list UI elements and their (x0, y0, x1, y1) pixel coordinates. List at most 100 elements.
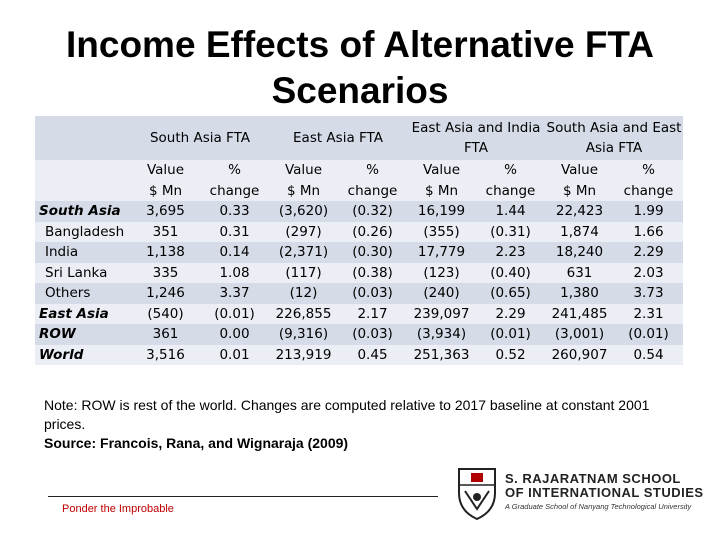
row-label: Others (35, 283, 131, 304)
table-cell: (355) (407, 221, 476, 242)
table-cell: (297) (269, 221, 338, 242)
row-label: East Asia (35, 303, 131, 324)
table-cell: 3,516 (131, 344, 200, 365)
table-row: Sri Lanka 335 1.08 (117) (0.38) (123) (0.40) 63… (35, 262, 683, 283)
table-cell: (540) (131, 303, 200, 324)
table-cell: 2.29 (476, 303, 545, 324)
value-sub-header: Value (545, 160, 614, 181)
table-cell: 3.37 (200, 283, 269, 304)
table-cell: (0.26) (338, 221, 407, 242)
table-row: East Asia (540) (0.01) 226,855 2.17 239,097 2.… (35, 303, 683, 324)
title-line-2: Scenarios (271, 70, 449, 111)
table-cell: 1,138 (131, 242, 200, 263)
table-cell: 0.31 (200, 221, 269, 242)
percent-sub-header: change (200, 180, 269, 201)
percent-sub-header: change (614, 180, 683, 201)
table-row: ROW 361 0.00 (9,316) (0.03) (3,934) (0.01) (3,0… (35, 324, 683, 345)
table-row: Bangladesh 351 0.31 (297) (0.26) (355) (0.31) 1… (35, 221, 683, 242)
table-cell: 1,874 (545, 221, 614, 242)
table-cell: 0.33 (200, 201, 269, 222)
slide-title: Income Effects of Alternative FTA Scenar… (0, 22, 720, 114)
group-header: South Asia and East Asia FTA (545, 116, 683, 160)
table-cell: 0.54 (614, 344, 683, 365)
motto-text: Ponder the Improbable (62, 503, 174, 515)
table-cell: (0.30) (338, 242, 407, 263)
table-cell: (3,001) (545, 324, 614, 345)
row-label: South Asia (35, 201, 131, 222)
blank-cell (35, 160, 131, 181)
table-cell: (9,316) (269, 324, 338, 345)
note-text: Note: ROW is rest of the world. Changes … (44, 397, 650, 432)
school-name-line-2: OF INTERNATIONAL STUDIES (505, 485, 704, 500)
value-sub-header: Value (407, 160, 476, 181)
table-cell: (3,620) (269, 201, 338, 222)
row-label: India (35, 242, 131, 263)
corner-cell (35, 116, 131, 160)
table-cell: (0.03) (338, 324, 407, 345)
table-row: South Asia 3,695 0.33 (3,620) (0.32) 16,199 1.… (35, 201, 683, 222)
table-cell: (0.01) (200, 303, 269, 324)
value-sub-header: $ Mn (131, 180, 200, 201)
table-cell: 1,380 (545, 283, 614, 304)
table-cell: (3,934) (407, 324, 476, 345)
table-cell: 241,485 (545, 303, 614, 324)
table-cell: 1.44 (476, 201, 545, 222)
table-cell: 3.73 (614, 283, 683, 304)
note-block: Note: ROW is rest of the world. Changes … (44, 396, 694, 453)
row-label: ROW (35, 324, 131, 345)
value-sub-header: $ Mn (269, 180, 338, 201)
group-header-row: South Asia FTA East Asia FTA East Asia a… (35, 116, 683, 160)
percent-sub-header: % (614, 160, 683, 181)
blank-cell (35, 180, 131, 201)
table-cell: 16,199 (407, 201, 476, 222)
table-cell: 22,423 (545, 201, 614, 222)
table-cell: (0.38) (338, 262, 407, 283)
income-effects-table: South Asia FTA East Asia FTA East Asia a… (35, 116, 683, 366)
table-cell: (12) (269, 283, 338, 304)
table-cell: 0.52 (476, 344, 545, 365)
footer-divider (48, 496, 438, 497)
table-cell: (0.40) (476, 262, 545, 283)
group-header: East Asia FTA (269, 116, 407, 160)
table-cell: 1,246 (131, 283, 200, 304)
percent-sub-header: % (338, 160, 407, 181)
school-name-line-1: S. RAJARATNAM SCHOOL (505, 471, 681, 486)
table-cell: 239,097 (407, 303, 476, 324)
table-cell: 18,240 (545, 242, 614, 263)
value-sub-header: Value (131, 160, 200, 181)
table-cell: (0.32) (338, 201, 407, 222)
table-cell: 3,695 (131, 201, 200, 222)
table-cell: 1.66 (614, 221, 683, 242)
table-cell: 2.03 (614, 262, 683, 283)
table-cell: 351 (131, 221, 200, 242)
table-cell: (117) (269, 262, 338, 283)
value-sub-header: $ Mn (407, 180, 476, 201)
table-cell: 260,907 (545, 344, 614, 365)
percent-sub-header: % (476, 160, 545, 181)
table-cell: 335 (131, 262, 200, 283)
table-cell: (240) (407, 283, 476, 304)
table-row: Others 1,246 3.37 (12) (0.03) (240) (0.65) 1,38… (35, 283, 683, 304)
sub-header-row-1: Value% Value% Value% Value% (35, 160, 683, 181)
table-cell: 251,363 (407, 344, 476, 365)
table-cell: 0.00 (200, 324, 269, 345)
table-cell: (0.65) (476, 283, 545, 304)
table-cell: 2.23 (476, 242, 545, 263)
title-line-1: Income Effects of Alternative FTA (66, 24, 654, 65)
sub-header-row-2: $ Mn change $ Mn change $ Mn change $ Mn change (35, 180, 683, 201)
table-cell: 2.31 (614, 303, 683, 324)
percent-sub-header: change (338, 180, 407, 201)
table-cell: (0.31) (476, 221, 545, 242)
table-cell: (0.01) (476, 324, 545, 345)
table-cell: 1.99 (614, 201, 683, 222)
school-crest-icon (458, 468, 496, 521)
row-label: Bangladesh (35, 221, 131, 242)
table-cell: 0.01 (200, 344, 269, 365)
table-cell: 226,855 (269, 303, 338, 324)
group-header: East Asia and India FTA (407, 116, 545, 160)
table-cell: 1.08 (200, 262, 269, 283)
table-cell: 2.17 (338, 303, 407, 324)
row-label: Sri Lanka (35, 262, 131, 283)
table-row: World 3,516 0.01 213,919 0.45 251,363 0.52 260,… (35, 344, 683, 365)
table-cell: (2,371) (269, 242, 338, 263)
